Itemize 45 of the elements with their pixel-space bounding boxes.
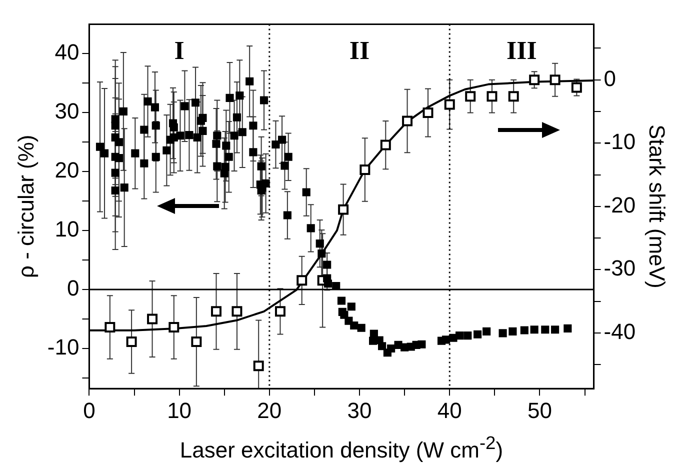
y-tick-label: 10: [54, 216, 80, 242]
point: [168, 322, 180, 332]
point: [444, 99, 455, 110]
annotation: III: [506, 36, 537, 65]
point: [380, 140, 391, 150]
point: [126, 336, 137, 348]
point: [402, 116, 413, 126]
y-tick-label: 30: [54, 98, 80, 124]
point: [211, 306, 222, 317]
annotation: II: [349, 36, 370, 65]
x-tick-label: 10: [167, 398, 192, 423]
x-axis-title: Laser excitation density (W cm$^{-2}$): [178, 432, 504, 464]
point: [571, 82, 582, 93]
x-tick-label: 20: [257, 398, 282, 423]
y-axis-title: ρ - circular (%): [13, 134, 38, 278]
y2-axis-title: Stark shift (meV): [644, 124, 670, 288]
y-tick-label: 0: [66, 276, 80, 301]
x-tick-label: 50: [527, 398, 552, 423]
y2-tick-label: -10: [604, 129, 636, 154]
annotation: I: [174, 36, 184, 65]
point: [253, 360, 264, 372]
y2-tick-label: 0: [604, 66, 616, 91]
x-tick-label: 30: [347, 398, 372, 423]
x-tick-label: 40: [437, 398, 462, 423]
point: [147, 314, 158, 324]
point: [465, 91, 476, 102]
y-tick-label: 40: [54, 40, 80, 65]
point: [232, 306, 242, 317]
point: [360, 164, 370, 175]
y-tick-label: 20: [54, 158, 80, 183]
y2-tick-label: -30: [604, 256, 636, 281]
point: [422, 108, 434, 118]
x-tick-label: 0: [83, 398, 96, 423]
point: [296, 275, 308, 286]
y2-tick-label: -40: [604, 318, 636, 344]
point: [338, 204, 349, 215]
point: [486, 91, 498, 102]
point: [191, 336, 202, 348]
point: [550, 74, 560, 86]
point: [104, 322, 116, 332]
y2-tick-label: -20: [604, 192, 636, 218]
y-tick-label: -10: [47, 334, 80, 360]
point: [529, 74, 540, 86]
point: [274, 306, 286, 317]
point: [508, 91, 519, 102]
